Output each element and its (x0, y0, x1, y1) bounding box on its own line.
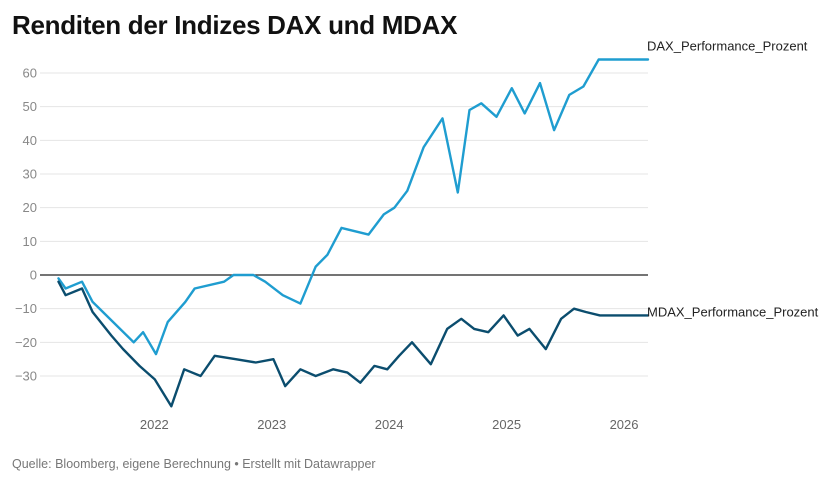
y-tick-label: 40 (23, 133, 37, 148)
source-note: Quelle: Bloomberg, eigene Berechnung • E… (12, 457, 376, 471)
x-tick-label: 2025 (492, 417, 521, 432)
y-tick-label: 50 (23, 99, 37, 114)
series-label-dax: DAX_Performance_Prozent (647, 39, 808, 54)
y-tick-label: 10 (23, 234, 37, 249)
y-tick-label: −10 (15, 301, 37, 316)
x-tick-label: 2022 (140, 417, 169, 432)
gridlines (40, 72, 648, 377)
chart-title: Renditen der Indizes DAX und MDAX (12, 10, 458, 40)
x-tick-label: 2023 (257, 417, 286, 432)
x-tick-label: 2024 (375, 417, 404, 432)
y-tick-label: 60 (23, 66, 37, 81)
series-lines (57, 58, 650, 408)
y-tick-label: −30 (15, 369, 37, 384)
y-tick-label: 30 (23, 167, 37, 182)
x-axis-ticks: 2022 2023 2024 2025 2026 (140, 417, 639, 432)
x-tick-label: 2026 (610, 417, 639, 432)
y-axis-ticks: 60 50 40 30 20 10 0 −10 −20 −30 (15, 66, 37, 384)
series-label-mdax: MDAX_Performance_Prozent (647, 304, 819, 319)
series-labels: DAX_Performance_Prozent MDAX_Performance_… (647, 39, 819, 320)
y-tick-label: 20 (23, 200, 37, 215)
y-tick-label: −20 (15, 335, 37, 350)
series-line-mdax (57, 280, 650, 408)
y-tick-label: 0 (30, 268, 37, 283)
series-line-dax (57, 58, 650, 356)
